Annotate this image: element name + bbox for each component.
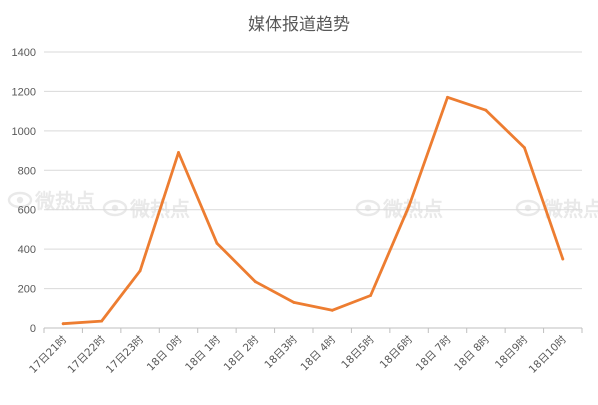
y-axis-ticks: 0 200 400 600 800 1000 1200 1400 — [12, 47, 36, 335]
data-point — [254, 280, 257, 284]
data-point — [177, 151, 180, 154]
series-line — [61, 95, 565, 326]
watermark: 微热点 — [102, 197, 190, 221]
data-point — [100, 319, 103, 323]
y-tick-label: 1400 — [12, 47, 36, 59]
data-point — [215, 241, 219, 245]
watermark: 微热点 — [7, 189, 95, 213]
watermark-text: 微热点 — [382, 197, 443, 221]
y-tick-label: 600 — [18, 205, 36, 217]
y-tick-label: 1000 — [12, 126, 36, 138]
y-tick-label: 0 — [30, 323, 36, 335]
data-point — [292, 301, 296, 304]
watermark: 微热点 — [355, 197, 443, 221]
data-point — [330, 308, 334, 312]
data-point — [138, 269, 142, 273]
watermark-text: 微热点 — [34, 189, 95, 213]
data-point — [407, 204, 411, 208]
eye-icon — [7, 191, 33, 209]
data-point — [484, 108, 488, 112]
data-point — [446, 95, 449, 99]
chart-title: 媒体报道趋势 — [248, 15, 350, 35]
data-point — [369, 294, 372, 297]
data-point — [561, 257, 565, 261]
gridlines — [44, 51, 582, 290]
y-tick-label: 1200 — [12, 86, 36, 98]
data-point — [61, 322, 65, 326]
y-tick-label: 800 — [18, 165, 36, 177]
y-tick-label: 400 — [18, 244, 36, 256]
data-point — [523, 146, 526, 150]
series-layer — [61, 95, 565, 326]
watermark-text: 微热点 — [542, 197, 598, 221]
y-tick-label: 200 — [18, 284, 36, 296]
